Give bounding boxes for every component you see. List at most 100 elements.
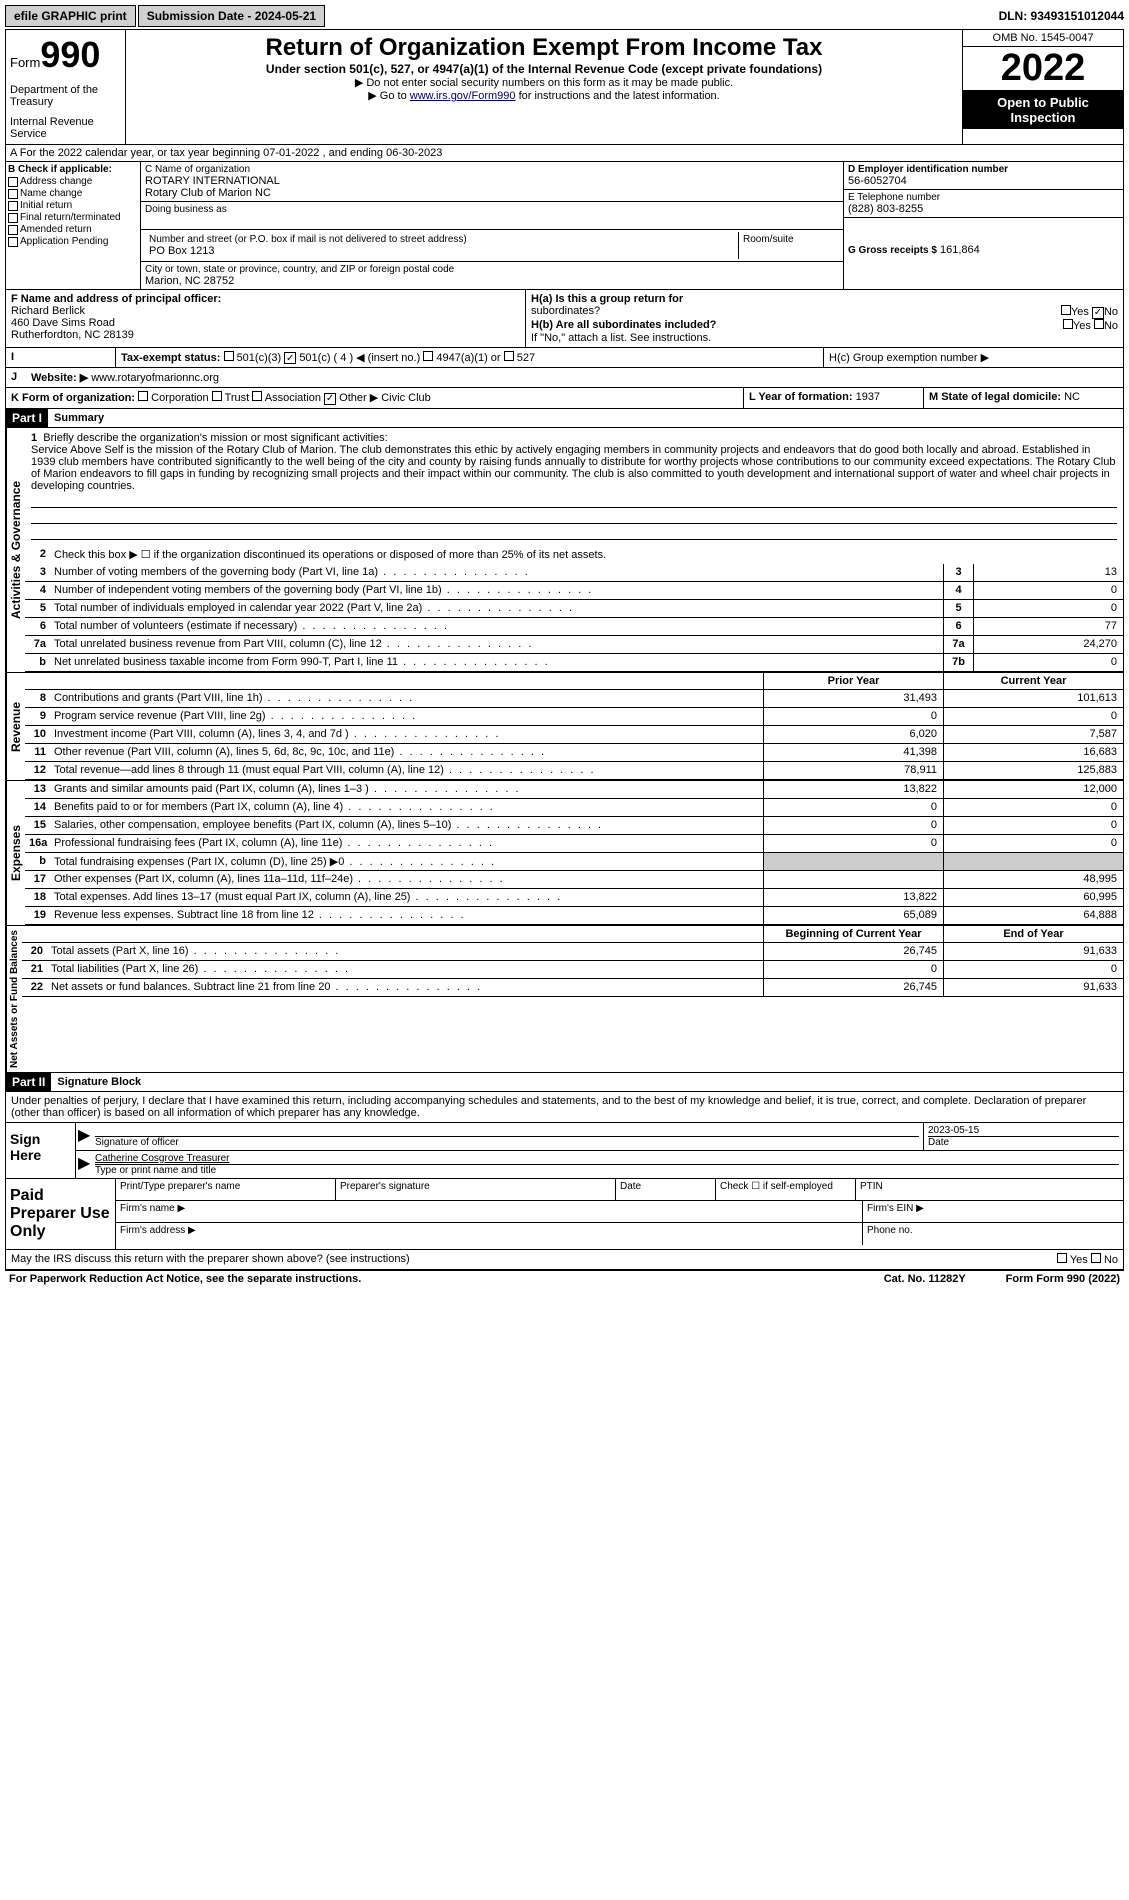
section-a: A For the 2022 calendar year, or tax yea… (5, 145, 1124, 162)
chk-address-change[interactable]: Address change (8, 176, 138, 187)
chk-501c3[interactable] (224, 351, 234, 361)
officer-label: F Name and address of principal officer: (11, 293, 520, 305)
vert-expenses: Expenses (6, 781, 25, 925)
ha-label: H(a) Is this a group return for (531, 293, 683, 305)
prior-value (763, 853, 943, 870)
website-row: J Website: ▶ www.rotaryofmarionnc.org (5, 368, 1124, 388)
line-text: Professional fundraising fees (Part IX, … (50, 835, 763, 852)
current-value: 64,888 (943, 907, 1123, 924)
sig-officer-label: Signature of officer (95, 1136, 919, 1148)
opt-527: 527 (517, 352, 535, 364)
part2-header: Part II Signature Block (5, 1073, 1124, 1092)
ha-yes-chk[interactable] (1061, 305, 1071, 315)
hb-yes-chk[interactable] (1063, 319, 1073, 329)
hb-note: If "No," attach a list. See instructions… (531, 332, 1118, 344)
other-value: Civic Club (381, 392, 431, 404)
line-text: Grants and similar amounts paid (Part IX… (50, 781, 763, 798)
chk-final-return[interactable]: Final return/terminated (8, 212, 138, 223)
prior-value: 6,020 (763, 726, 943, 743)
line-num: 22 (22, 979, 47, 996)
hc-label: H(c) Group exemption number ▶ (823, 348, 1123, 368)
k-label: K Form of organization: (11, 392, 135, 404)
arrow-icon: ▶ (76, 1151, 91, 1178)
irs-link[interactable]: www.irs.gov/Form990 (410, 90, 516, 102)
revenue-section: Revenue Prior Year Current Year 8 Contri… (5, 673, 1124, 781)
line-num: 5 (25, 600, 50, 617)
efile-button[interactable]: efile GRAPHIC print (5, 5, 136, 27)
line-num: b (25, 654, 50, 671)
paid-prep-label: Paid Preparer Use Only (6, 1179, 116, 1249)
prior-value: 0 (763, 817, 943, 834)
current-value: 91,633 (943, 979, 1123, 996)
summary-line: 13 Grants and similar amounts paid (Part… (25, 781, 1123, 799)
officer-addr2: Rutherfordton, NC 28139 (11, 329, 520, 341)
discuss-yes-chk[interactable] (1057, 1253, 1067, 1263)
line-num: 17 (25, 871, 50, 888)
chk-527[interactable] (504, 351, 514, 361)
form-subtitle: Under section 501(c), 527, or 4947(a)(1)… (130, 62, 958, 76)
line-text: Program service revenue (Part VIII, line… (50, 708, 763, 725)
discuss-no-chk[interactable] (1091, 1253, 1101, 1263)
chk-trust[interactable] (212, 391, 222, 401)
line-text: Number of independent voting members of … (50, 582, 943, 599)
line-text: Total expenses. Add lines 13–17 (must eq… (50, 889, 763, 906)
summary-line: 4 Number of independent voting members o… (25, 582, 1123, 600)
line-text: Contributions and grants (Part VIII, lin… (50, 690, 763, 707)
vert-activities: Activities & Governance (6, 428, 25, 672)
mission-text: Service Above Self is the mission of the… (31, 444, 1117, 492)
firm-ein-label: Firm's EIN ▶ (863, 1201, 1123, 1222)
section-d: D Employer identification number 56-6052… (843, 162, 1123, 289)
dba-label: Doing business as (145, 204, 839, 215)
summary-line: 10 Investment income (Part VIII, column … (25, 726, 1123, 744)
line-text: Total assets (Part X, line 16) (47, 943, 763, 960)
line-text: Other revenue (Part VIII, column (A), li… (50, 744, 763, 761)
chk-initial-return[interactable]: Initial return (8, 200, 138, 211)
chk-label: Initial return (20, 200, 72, 211)
summary-line: 15 Salaries, other compensation, employe… (25, 817, 1123, 835)
gross-label: G Gross receipts $ (848, 245, 937, 256)
line-text: Revenue less expenses. Subtract line 18 … (50, 907, 763, 924)
firm-addr-label: Firm's address ▶ (116, 1223, 863, 1245)
prior-value: 65,089 (763, 907, 943, 924)
current-value: 91,633 (943, 943, 1123, 960)
street-label: Number and street (or P.O. box if mail i… (149, 234, 734, 245)
hb-no-chk[interactable] (1094, 319, 1104, 329)
line-text: Total number of volunteers (estimate if … (50, 618, 943, 635)
chk-assoc[interactable] (252, 391, 262, 401)
cat-no: Cat. No. 11282Y (884, 1273, 966, 1285)
chk-application-pending[interactable]: Application Pending (8, 236, 138, 247)
chk-amended[interactable]: Amended return (8, 224, 138, 235)
phone-label: E Telephone number (848, 192, 1119, 203)
line-value: 0 (973, 582, 1123, 599)
no-label: No (1104, 306, 1118, 318)
col-prior: Prior Year (763, 673, 943, 689)
chk-corp[interactable] (138, 391, 148, 401)
line2-text: Check this box ▶ ☐ if the organization d… (50, 546, 1123, 564)
entity-info: B Check if applicable: Address change Na… (5, 162, 1124, 290)
line-text: Salaries, other compensation, employee b… (50, 817, 763, 834)
line-value: 24,270 (973, 636, 1123, 653)
paid-preparer-block: Paid Preparer Use Only Print/Type prepar… (5, 1179, 1124, 1250)
line-num: 12 (25, 762, 50, 779)
summary-line: 17 Other expenses (Part IX, column (A), … (25, 871, 1123, 889)
part1-header: Part I Summary (5, 409, 1124, 428)
form-990-label: Form 990 (2022) (1036, 1273, 1120, 1285)
summary-line: 11 Other revenue (Part VIII, column (A),… (25, 744, 1123, 762)
submission-date: Submission Date - 2024-05-21 (138, 5, 325, 27)
current-value (943, 853, 1123, 870)
chk-4947[interactable] (423, 351, 433, 361)
prior-value: 26,745 (763, 943, 943, 960)
opt-4947: 4947(a)(1) or (436, 352, 500, 364)
current-value: 48,995 (943, 871, 1123, 888)
tax-exempt-row: I Tax-exempt status: 501(c)(3) ✓ 501(c) … (5, 348, 1124, 369)
line-text: Investment income (Part VIII, column (A)… (50, 726, 763, 743)
line-num: 18 (25, 889, 50, 906)
chk-name-change[interactable]: Name change (8, 188, 138, 199)
col-current: Current Year (943, 673, 1123, 689)
chk-other[interactable]: ✓ (324, 393, 336, 405)
part1-title: Summary (48, 410, 110, 426)
opt-trust: Trust (225, 392, 250, 404)
room-label: Room/suite (743, 234, 835, 245)
ha-no-chk[interactable]: ✓ (1092, 307, 1104, 319)
chk-501c[interactable]: ✓ (284, 352, 296, 364)
